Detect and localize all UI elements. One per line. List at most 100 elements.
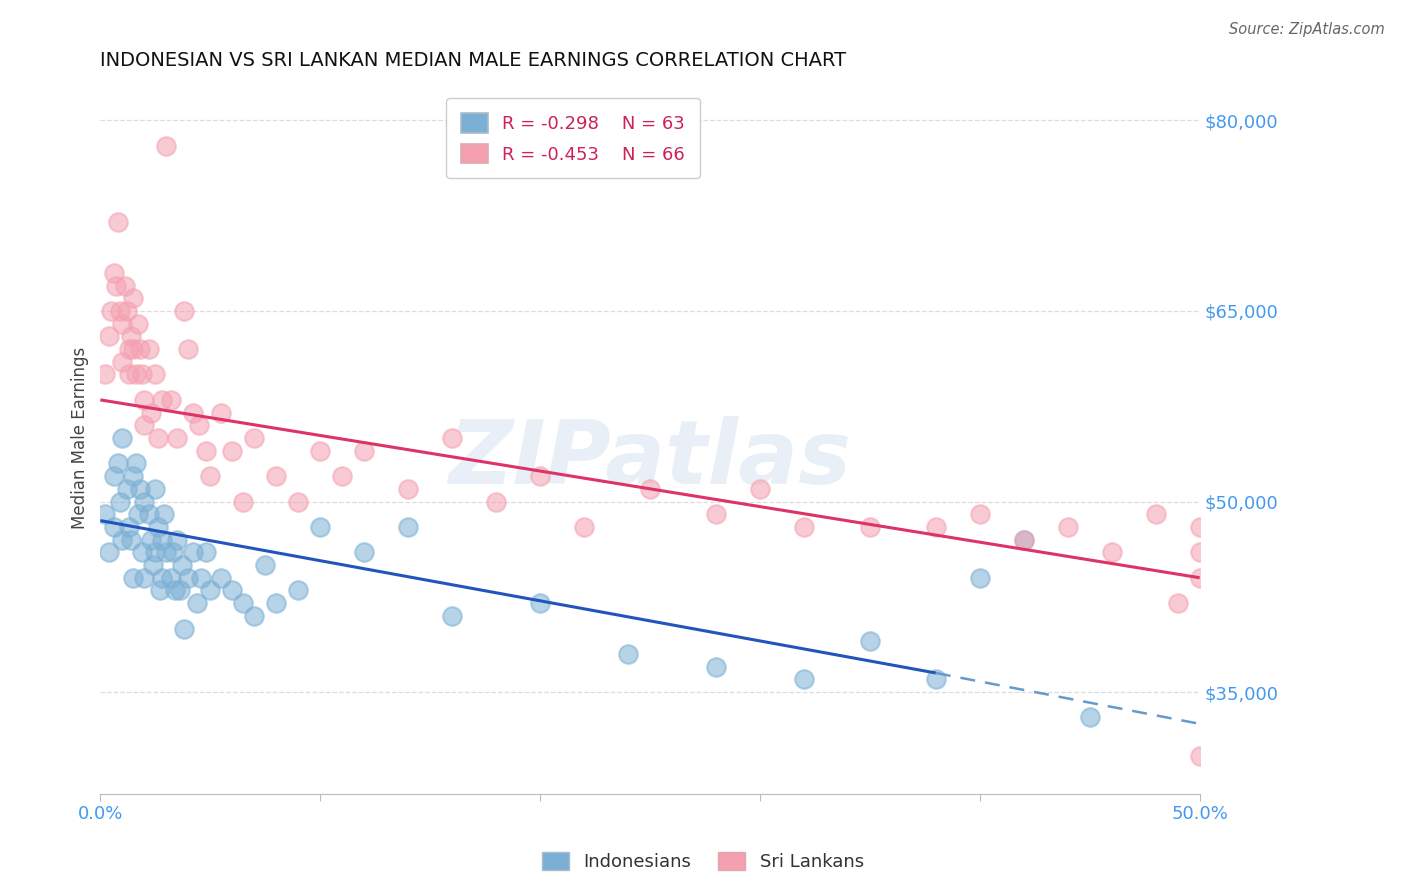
Point <box>129 482 152 496</box>
Point <box>221 443 243 458</box>
Point <box>188 418 211 433</box>
Point <box>94 368 117 382</box>
Point <box>166 533 188 547</box>
Point <box>209 406 232 420</box>
Point <box>103 469 125 483</box>
Point <box>98 545 121 559</box>
Point <box>131 545 153 559</box>
Point <box>146 520 169 534</box>
Point <box>969 507 991 521</box>
Point <box>150 533 173 547</box>
Point <box>103 266 125 280</box>
Point <box>127 507 149 521</box>
Point <box>115 482 138 496</box>
Point <box>441 431 464 445</box>
Point <box>165 583 187 598</box>
Point <box>111 317 134 331</box>
Point <box>1078 710 1101 724</box>
Point <box>221 583 243 598</box>
Point <box>166 431 188 445</box>
Point <box>139 533 162 547</box>
Point <box>115 304 138 318</box>
Point <box>1188 571 1211 585</box>
Point <box>104 278 127 293</box>
Point <box>120 329 142 343</box>
Point <box>190 571 212 585</box>
Point <box>264 469 287 483</box>
Point <box>1188 748 1211 763</box>
Point <box>153 507 176 521</box>
Point <box>138 342 160 356</box>
Point <box>173 304 195 318</box>
Point <box>793 673 815 687</box>
Point <box>118 342 141 356</box>
Legend: R = -0.298    N = 63, R = -0.453    N = 66: R = -0.298 N = 63, R = -0.453 N = 66 <box>447 98 700 178</box>
Point <box>139 406 162 420</box>
Point <box>309 443 332 458</box>
Point <box>131 368 153 382</box>
Point <box>748 482 770 496</box>
Point <box>396 520 419 534</box>
Point <box>330 469 353 483</box>
Point <box>638 482 661 496</box>
Point <box>859 520 882 534</box>
Point <box>150 392 173 407</box>
Point <box>209 571 232 585</box>
Point <box>441 608 464 623</box>
Point <box>118 368 141 382</box>
Point <box>969 571 991 585</box>
Point <box>186 596 208 610</box>
Point <box>200 469 222 483</box>
Point <box>124 368 146 382</box>
Point <box>177 342 200 356</box>
Point <box>108 494 131 508</box>
Point <box>142 558 165 572</box>
Point <box>169 583 191 598</box>
Point <box>1012 533 1035 547</box>
Point <box>98 329 121 343</box>
Point <box>134 418 156 433</box>
Point <box>1188 520 1211 534</box>
Point <box>159 571 181 585</box>
Point <box>181 545 204 559</box>
Point <box>243 431 266 445</box>
Point <box>287 583 309 598</box>
Point <box>162 545 184 559</box>
Point <box>143 368 166 382</box>
Point <box>264 596 287 610</box>
Point <box>134 494 156 508</box>
Point <box>155 139 177 153</box>
Point <box>143 482 166 496</box>
Point <box>353 443 375 458</box>
Point <box>485 494 508 508</box>
Point <box>100 304 122 318</box>
Point <box>129 342 152 356</box>
Point <box>1101 545 1123 559</box>
Point <box>194 443 217 458</box>
Point <box>111 533 134 547</box>
Point <box>1167 596 1189 610</box>
Point <box>254 558 277 572</box>
Point <box>309 520 332 534</box>
Point <box>114 278 136 293</box>
Point <box>107 215 129 229</box>
Legend: Indonesians, Sri Lankans: Indonesians, Sri Lankans <box>534 845 872 879</box>
Point <box>108 304 131 318</box>
Point <box>243 608 266 623</box>
Point <box>127 317 149 331</box>
Point <box>396 482 419 496</box>
Point <box>118 520 141 534</box>
Point <box>617 647 640 661</box>
Point <box>155 545 177 559</box>
Point <box>122 469 145 483</box>
Point <box>232 596 254 610</box>
Text: Source: ZipAtlas.com: Source: ZipAtlas.com <box>1229 22 1385 37</box>
Point <box>194 545 217 559</box>
Point <box>704 507 727 521</box>
Point <box>1012 533 1035 547</box>
Text: ZIPatlas: ZIPatlas <box>449 416 852 503</box>
Point <box>353 545 375 559</box>
Point <box>94 507 117 521</box>
Point <box>122 342 145 356</box>
Point <box>107 457 129 471</box>
